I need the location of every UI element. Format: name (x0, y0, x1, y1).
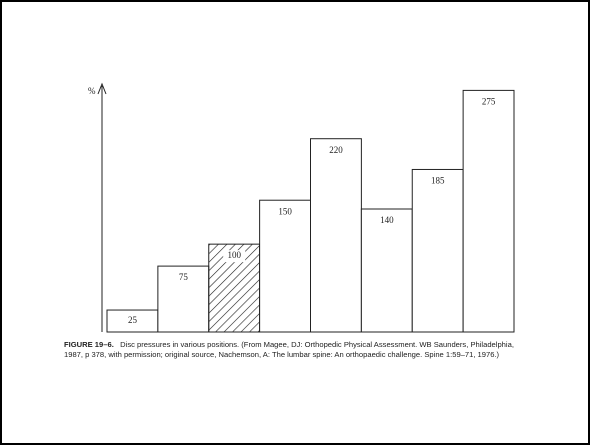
bar (310, 138, 362, 333)
bar (411, 168, 464, 333)
value-label-bg (223, 250, 246, 263)
y-axis-arrow (97, 82, 107, 95)
chart: % 25 75 100 150 220 140 185 275 (88, 82, 515, 333)
bar (462, 89, 515, 333)
caption-label: FIGURE 19–6. (64, 340, 114, 349)
value-label: 75 (179, 272, 189, 282)
value-label: 140 (380, 215, 394, 225)
y-axis-label: % (88, 86, 96, 96)
value-label: 25 (128, 315, 138, 325)
value-label: 275 (482, 96, 496, 106)
bar (259, 199, 311, 333)
caption: FIGURE 19–6. Disc pressures in various p… (64, 340, 534, 360)
value-label: 100 (227, 250, 241, 260)
value-label: 150 (278, 206, 292, 216)
bar (208, 243, 261, 333)
value-label: 220 (329, 145, 343, 155)
bar (360, 208, 413, 333)
value-label: 185 (431, 176, 445, 186)
bar (157, 265, 210, 333)
caption-text: Disc pressures in various positions. (Fr… (64, 340, 514, 359)
